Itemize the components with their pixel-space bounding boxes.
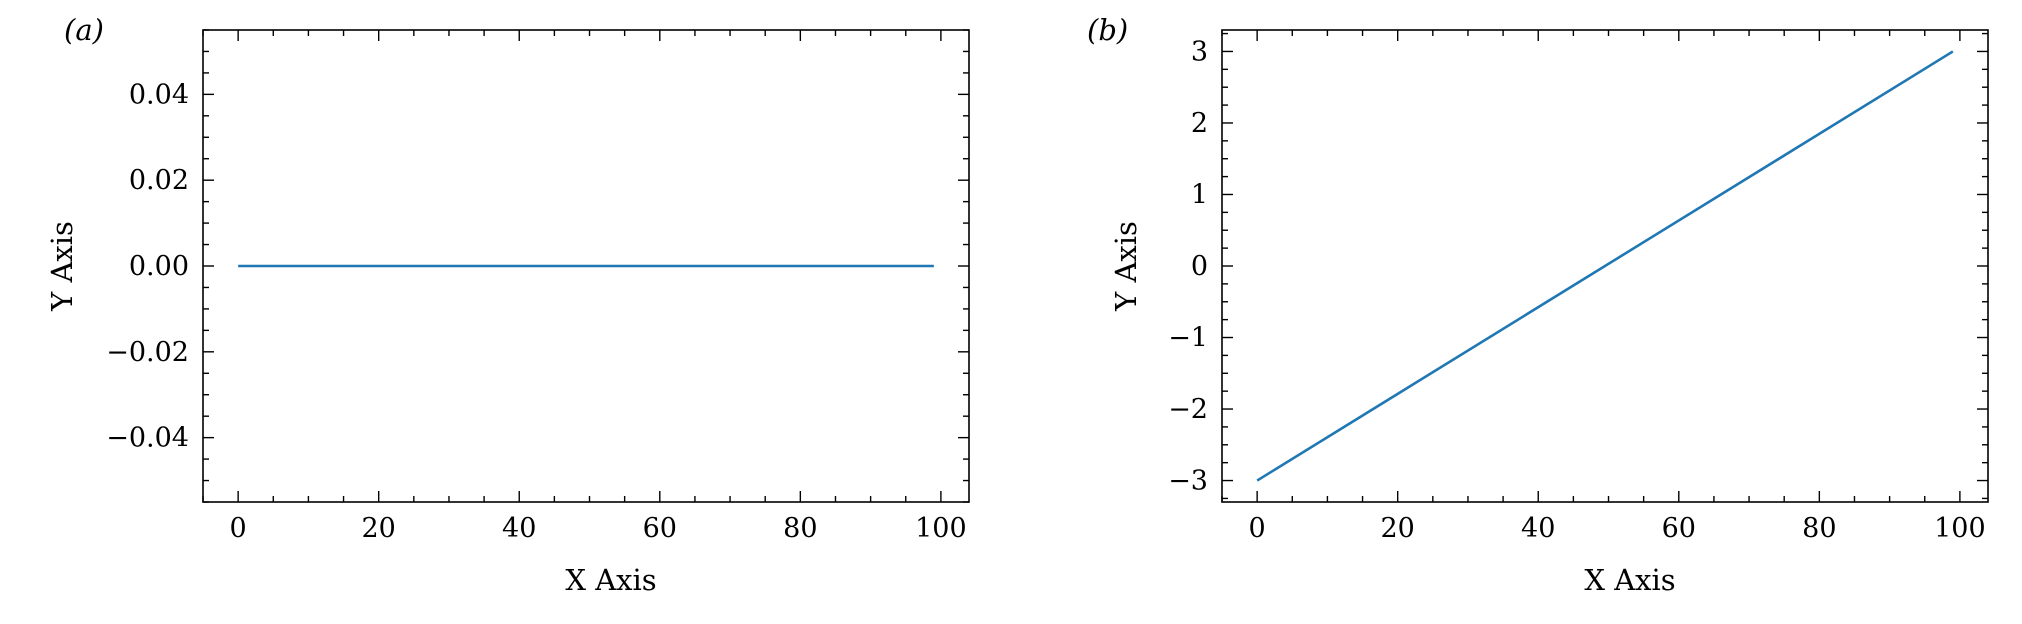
y-axis-label: Y Axis [45, 221, 79, 312]
x-tick-label: 60 [1662, 513, 1696, 544]
y-tick-label: 2 [1191, 108, 1208, 139]
series-line [1256, 50, 1954, 482]
panel-label: (b) [1087, 13, 1128, 47]
x-tick-label: 100 [915, 513, 967, 544]
y-tick-label: 0.04 [129, 79, 189, 110]
x-tick-label: 20 [1381, 513, 1415, 544]
x-tick-label: 40 [1521, 513, 1555, 544]
y-tick-label: −0.02 [106, 337, 189, 368]
x-tick-label: 0 [230, 513, 247, 544]
x-axis-label: X Axis [1584, 563, 1675, 597]
y-tick-label: −1 [1168, 323, 1208, 354]
x-tick-label: 20 [362, 513, 396, 544]
x-tick-label: 80 [783, 513, 817, 544]
y-tick-label: 3 [1191, 36, 1208, 67]
panel-label: (a) [64, 13, 104, 47]
panel-a: 0 20 40 60 80 100 −0.04 −0.02 0.00 0.02 0.04 X Axis… [45, 13, 970, 597]
x-tick-label: 60 [643, 513, 677, 544]
y-tick-label: −3 [1168, 466, 1208, 497]
y-tick-label: −2 [1168, 394, 1208, 425]
y-tick-label: 0.00 [129, 251, 189, 282]
x-tick-label: 80 [1802, 513, 1836, 544]
y-tick-label: 0.02 [129, 165, 189, 196]
y-tick-label: 1 [1191, 179, 1208, 210]
y-tick-label: −0.04 [106, 423, 189, 454]
x-tick-label: 40 [502, 513, 536, 544]
panel-b: 0 20 40 60 80 100 −3 −2 −1 0 1 2 3 X Axis Y Axis (b) [1087, 13, 1989, 597]
x-axis-label: X Axis [565, 563, 656, 597]
y-axis-label: Y Axis [1109, 221, 1143, 312]
y-tick-label: 0 [1191, 251, 1208, 282]
x-tick-label: 0 [1249, 513, 1266, 544]
x-tick-label: 100 [1934, 513, 1986, 544]
